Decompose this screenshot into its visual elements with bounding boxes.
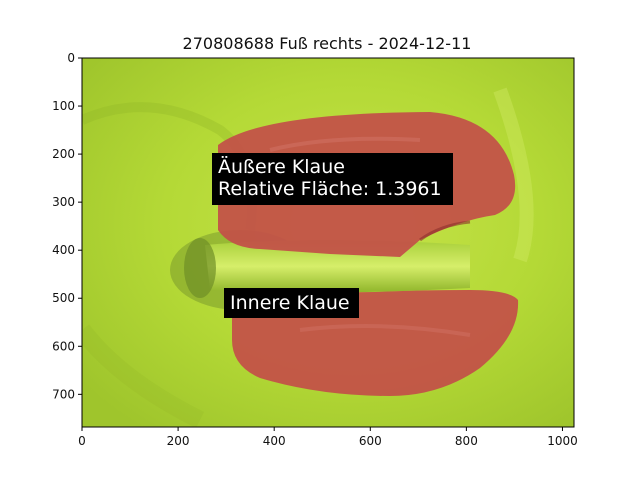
x-tick-label: 800 — [455, 434, 478, 448]
x-tick-label: 600 — [359, 434, 382, 448]
y-tick-label: 500 — [52, 291, 75, 305]
y-tick-label: 400 — [52, 243, 75, 257]
label-outer-claw-name: Äußere Klaue — [218, 155, 345, 178]
label-outer-claw-area: Relative Fläche: 1.3961 — [218, 178, 442, 200]
y-axis-ticks: 0 100 200 300 400 500 600 700 — [52, 51, 82, 401]
x-tick-label: 400 — [263, 434, 286, 448]
label-outer-claw: Äußere Klaue Relative Fläche: 1.3961 — [212, 153, 453, 205]
label-inner-claw: Innere Klaue — [224, 288, 359, 318]
y-tick-label: 200 — [52, 147, 75, 161]
chart-title: 270808688 Fuß rechts - 2024-12-11 — [183, 34, 472, 53]
y-tick-label: 300 — [52, 195, 75, 209]
y-tick-label: 100 — [52, 99, 75, 113]
x-tick-label: 1000 — [547, 434, 578, 448]
x-axis-ticks: 0 200 400 600 800 1000 — [78, 427, 578, 448]
x-tick-label: 0 — [78, 434, 86, 448]
label-inner-claw-name: Innere Klaue — [230, 292, 350, 314]
y-tick-label: 0 — [67, 51, 75, 65]
x-tick-label: 200 — [167, 434, 190, 448]
y-tick-label: 700 — [52, 387, 75, 401]
hoof-image — [82, 58, 574, 427]
axes-frame — [81, 57, 575, 428]
y-tick-label: 600 — [52, 339, 75, 353]
